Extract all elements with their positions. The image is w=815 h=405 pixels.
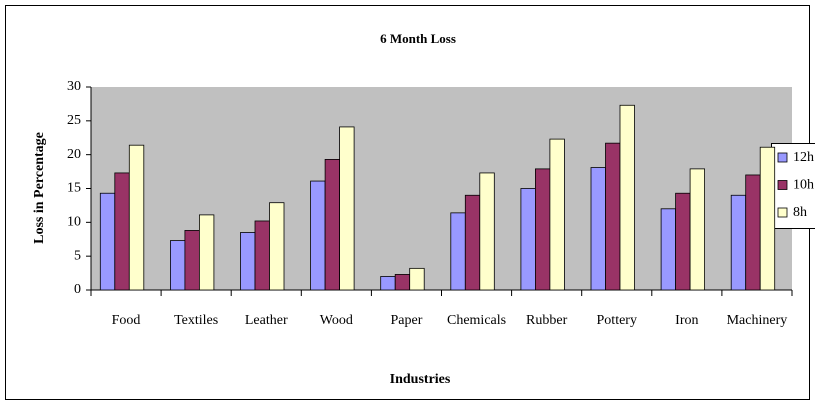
bar	[745, 174, 761, 291]
bar	[660, 208, 676, 291]
x-tick-label: Textiles	[174, 313, 218, 328]
bar	[269, 202, 285, 291]
bar	[675, 192, 691, 291]
bar	[619, 104, 635, 291]
bar	[324, 159, 341, 291]
legend-label: 12h	[793, 150, 814, 165]
bar	[339, 126, 355, 291]
bar	[479, 172, 495, 291]
y-tick-label: 5	[74, 248, 81, 263]
bar	[689, 168, 705, 291]
legend-swatch	[777, 152, 788, 163]
bar	[464, 194, 481, 291]
x-tick-label: Wood	[320, 313, 353, 328]
bar	[520, 188, 536, 291]
bar	[759, 146, 776, 291]
legend-label: 8h	[793, 205, 807, 220]
bar	[184, 230, 200, 291]
x-tick-label: Leather	[245, 313, 288, 328]
bar	[254, 220, 270, 291]
bar	[114, 172, 130, 291]
bar	[535, 168, 551, 291]
legend-swatch	[777, 207, 788, 218]
y-tick-label: 20	[67, 147, 81, 162]
bar	[169, 240, 186, 291]
x-axis-label: Industries	[390, 372, 451, 387]
bar	[590, 167, 606, 291]
x-tick-label: Pottery	[597, 313, 637, 328]
x-tick-label: Paper	[391, 313, 423, 328]
x-tick-label: Food	[112, 313, 141, 328]
y-tick-label: 25	[67, 113, 81, 128]
legend-swatch	[777, 180, 788, 190]
bar	[450, 212, 466, 291]
y-tick-label: 30	[67, 79, 81, 94]
y-tick-label: 15	[67, 181, 81, 196]
chart-title: 6 Month Loss	[380, 31, 456, 46]
bar	[730, 194, 747, 291]
bar	[99, 192, 116, 291]
bar	[310, 180, 326, 291]
x-tick-label: Iron	[675, 313, 698, 328]
x-tick-label: Machinery	[727, 313, 788, 328]
legend-label: 10h	[793, 178, 814, 193]
bar	[198, 214, 215, 291]
y-axis-label: Loss in Percentage	[32, 132, 47, 244]
bar	[409, 267, 425, 291]
y-tick-label: 0	[74, 282, 81, 297]
x-tick-label: Rubber	[526, 313, 568, 328]
bar	[128, 144, 145, 291]
bar	[605, 142, 621, 291]
bar	[380, 276, 396, 291]
bar	[240, 232, 256, 291]
y-tick-label: 10	[67, 215, 81, 230]
x-tick-label: Chemicals	[447, 313, 506, 328]
bar	[394, 274, 411, 291]
bar	[549, 138, 565, 291]
